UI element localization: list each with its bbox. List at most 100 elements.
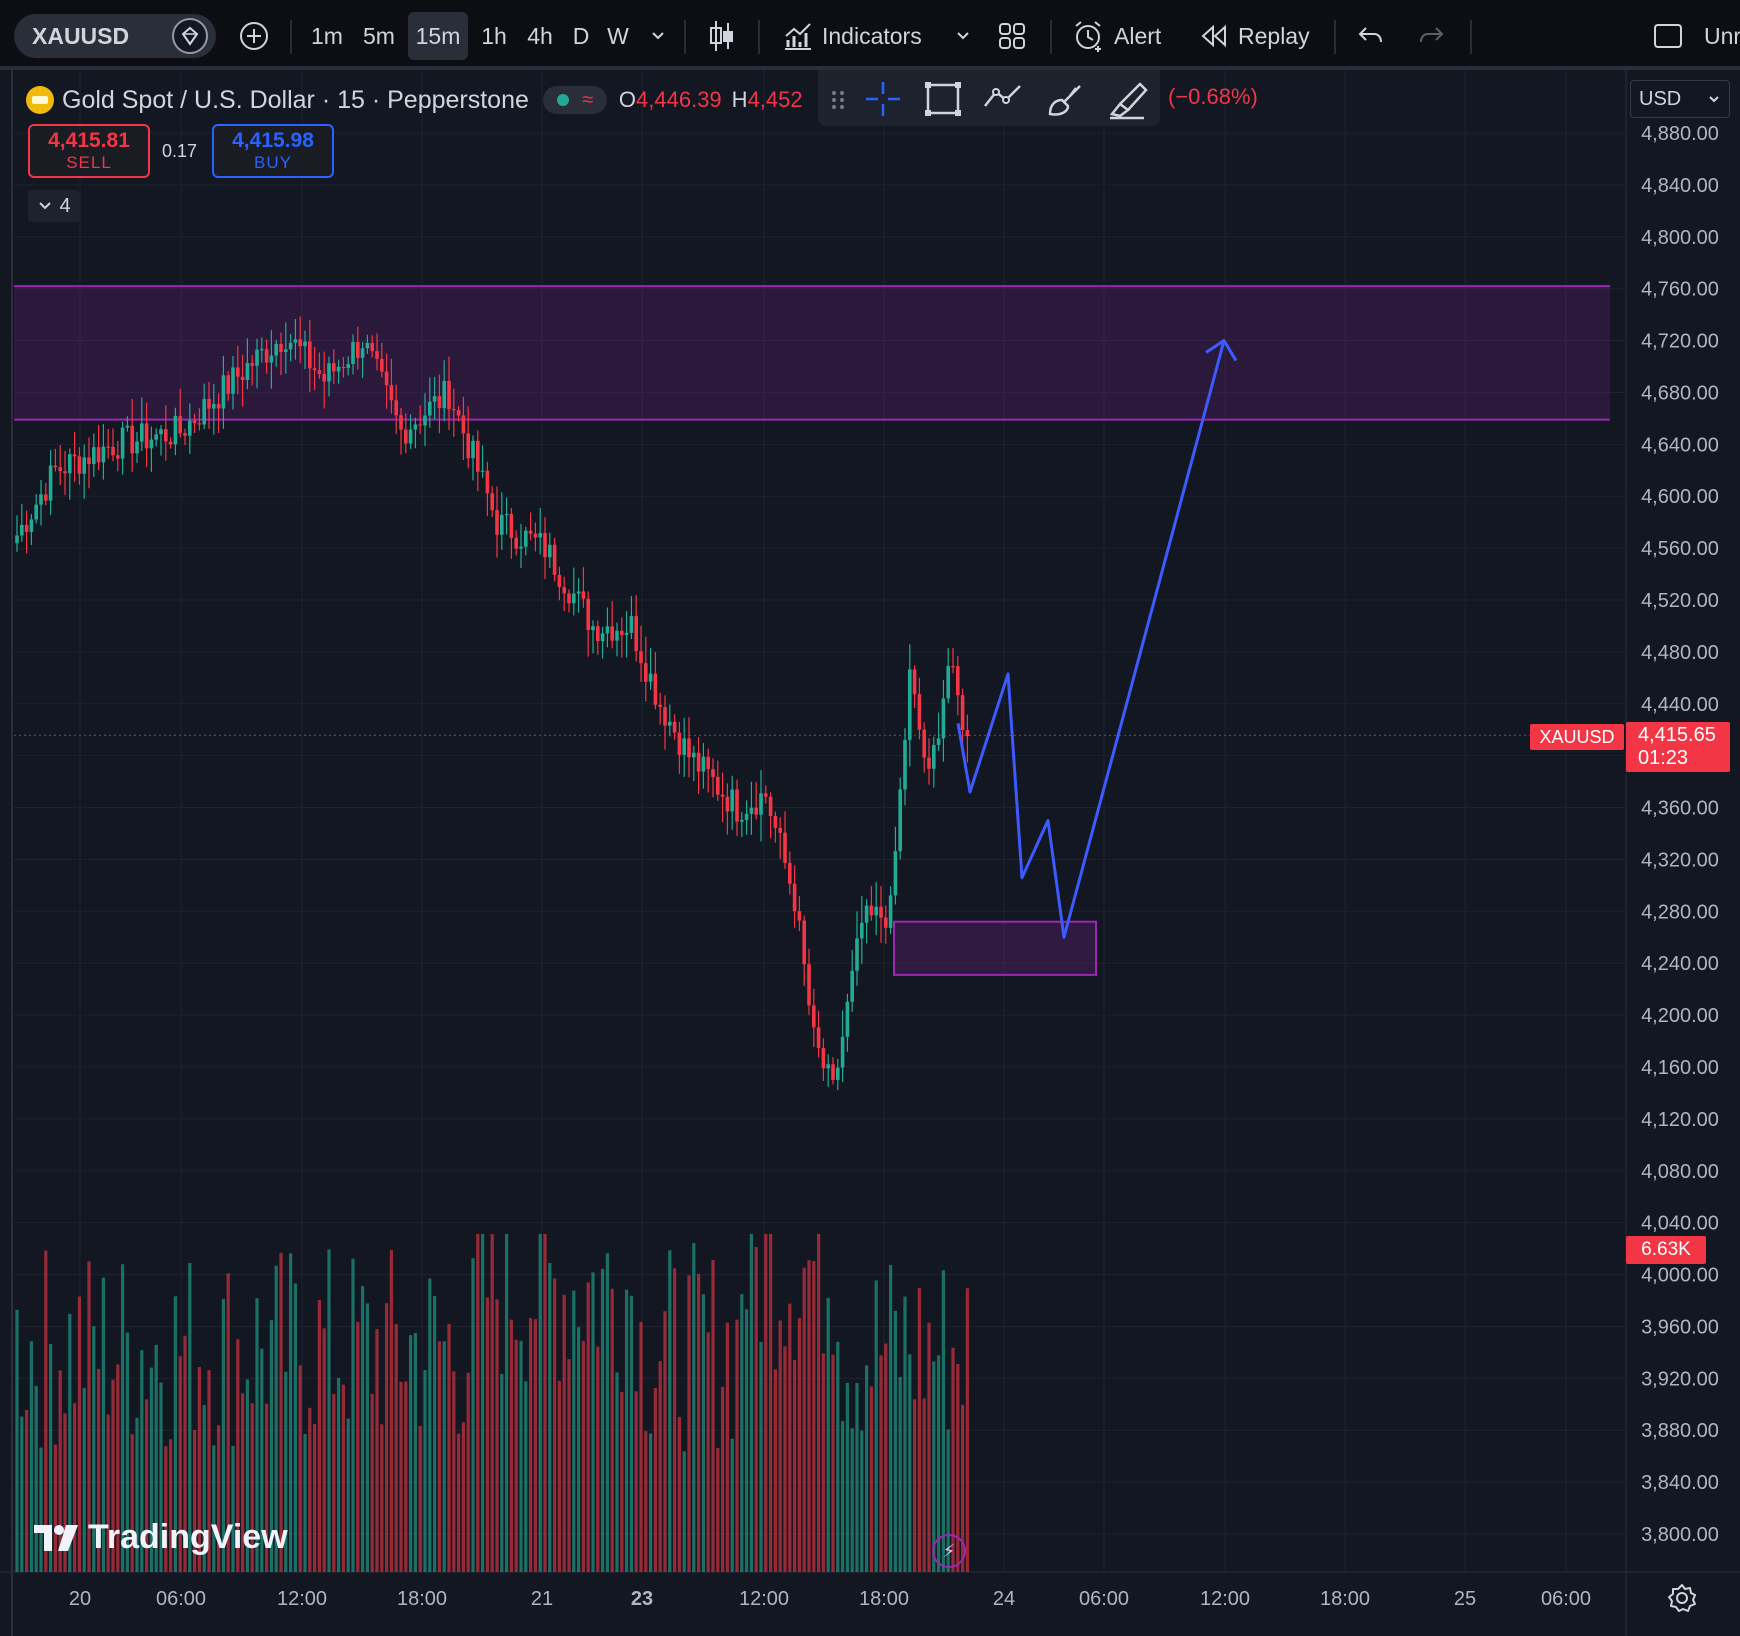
time-axis-label: 06:00 [1079, 1588, 1129, 1610]
sell-label: SELL [66, 153, 112, 172]
brush-tool-icon[interactable] [1044, 78, 1086, 120]
candle-body [927, 757, 931, 769]
price-tick-label: 4,600.00 [1641, 486, 1719, 508]
currency-select[interactable]: USD [1630, 80, 1730, 118]
chart-area[interactable]: 4,880.00 4,840.00 4,800.00 4,760.00 4,720.00… [0, 70, 1740, 1636]
volume-bar [413, 1332, 417, 1572]
volume-bar [845, 1382, 849, 1572]
timeframe-1h[interactable]: 1h [481, 22, 507, 49]
price-tick-label: 3,960.00 [1641, 1316, 1719, 1338]
indicators-button[interactable]: Indicators [822, 22, 922, 49]
indicators-dropdown-button[interactable] [950, 12, 976, 60]
timeframe-4h[interactable]: 4h [527, 22, 553, 49]
legend-title[interactable]: Gold Spot / U.S. Dollar · 15 · Peppersto… [62, 85, 529, 114]
candle-body [39, 494, 43, 505]
timeframe-d[interactable]: D [572, 22, 590, 49]
volume-bar [591, 1272, 595, 1572]
symbol-search-button[interactable]: XAUUSD [14, 14, 216, 58]
unnamed-layout-button[interactable]: Unr [1704, 22, 1740, 49]
volume-bar [274, 1265, 278, 1572]
path-tool-icon[interactable] [982, 78, 1024, 120]
projection-path[interactable] [956, 340, 1226, 939]
redo-button[interactable] [1414, 12, 1448, 60]
replay-icon-button[interactable] [1198, 12, 1230, 60]
volume-bar [548, 1263, 552, 1572]
volume-bar [821, 1353, 825, 1572]
tradingview-logo[interactable]: TradingView [32, 1518, 288, 1557]
volume-bar [284, 1371, 288, 1572]
candle-body [15, 535, 19, 544]
candle-body [701, 756, 706, 772]
tradingview-logo-text: TradingView [88, 1518, 288, 1556]
candle-body [509, 513, 514, 538]
candle-body [648, 673, 653, 682]
candle-body [480, 470, 485, 472]
toolbar-divider [758, 20, 760, 54]
candle-body [346, 364, 350, 368]
candle-body [356, 342, 360, 358]
volume-bar [217, 1425, 221, 1572]
candle-body [740, 819, 744, 822]
undo-button[interactable] [1354, 12, 1388, 60]
volume-bar [807, 1260, 811, 1572]
volume-bar [236, 1339, 240, 1572]
volume-bar [92, 1326, 96, 1572]
volume-bar [524, 1381, 528, 1572]
rectangle-tool-icon[interactable] [922, 78, 964, 120]
time-axis-label: 12:00 [739, 1588, 789, 1610]
candle-body [586, 598, 590, 631]
candle-body [735, 789, 739, 822]
toolbar-divider [1470, 20, 1472, 54]
volume-bar [87, 1261, 91, 1572]
buy-button[interactable]: 4,415.98 BUY [212, 124, 334, 178]
fullscreen-button[interactable] [1650, 12, 1686, 60]
crosshair-icon[interactable] [862, 78, 904, 120]
add-symbol-button[interactable] [234, 12, 274, 60]
layouts-button[interactable] [992, 12, 1032, 60]
volume-bar [677, 1416, 681, 1572]
replay-button[interactable]: Replay [1238, 22, 1310, 49]
candle-body [581, 591, 586, 599]
toolbar-divider [684, 20, 686, 54]
gear-icon[interactable] [1666, 1582, 1698, 1614]
candle-body [293, 339, 298, 343]
diamond-icon[interactable] [172, 18, 208, 54]
candle-body [836, 1067, 840, 1080]
candle-body [956, 666, 960, 696]
volume-bar [725, 1322, 729, 1572]
chart-legend: Gold Spot / U.S. Dollar · 15 · Peppersto… [26, 84, 803, 116]
chart-canvas[interactable]: 4,880.00 4,840.00 4,800.00 4,760.00 4,720.00… [0, 70, 1740, 1636]
candle-body [485, 470, 490, 494]
candle-body [860, 922, 864, 939]
volume-bar [423, 1370, 427, 1572]
indicators-collapse-button[interactable]: 4 [28, 190, 80, 222]
sell-button[interactable]: 4,415.81 SELL [28, 124, 150, 178]
volume-bar [82, 1387, 86, 1572]
timeframe-1m[interactable]: 1m [311, 22, 343, 49]
volume-bar [212, 1445, 216, 1572]
candle-body [418, 424, 422, 426]
market-status-pill[interactable]: ≈ [542, 86, 607, 114]
volume-bar [500, 1373, 504, 1572]
candle-body [226, 375, 230, 394]
alert-button[interactable]: Alert [1114, 22, 1162, 49]
chart-type-button[interactable] [704, 12, 740, 60]
volume-bar [77, 1296, 81, 1572]
candle-body [768, 796, 773, 817]
lightning-icon[interactable]: ⚡ [932, 1534, 966, 1568]
candle-body [456, 410, 461, 416]
indicators-icon-button[interactable] [780, 12, 816, 60]
candle-body [144, 423, 149, 449]
candle-body [423, 415, 427, 426]
candle-body [936, 738, 941, 745]
volume-bar [404, 1381, 408, 1572]
timeframe-dropdown-button[interactable] [644, 12, 672, 60]
supply-zone-rectangle[interactable] [14, 286, 1610, 420]
alert-icon-button[interactable] [1070, 12, 1108, 60]
timeframe-5m[interactable]: 5m [363, 22, 395, 49]
drag-handle-icon[interactable] [826, 78, 850, 120]
candle-body [504, 513, 509, 516]
timeframe-w[interactable]: W [607, 22, 629, 49]
highlighter-tool-icon[interactable] [1106, 78, 1148, 120]
timeframe-15m[interactable]: 15m [408, 12, 468, 60]
